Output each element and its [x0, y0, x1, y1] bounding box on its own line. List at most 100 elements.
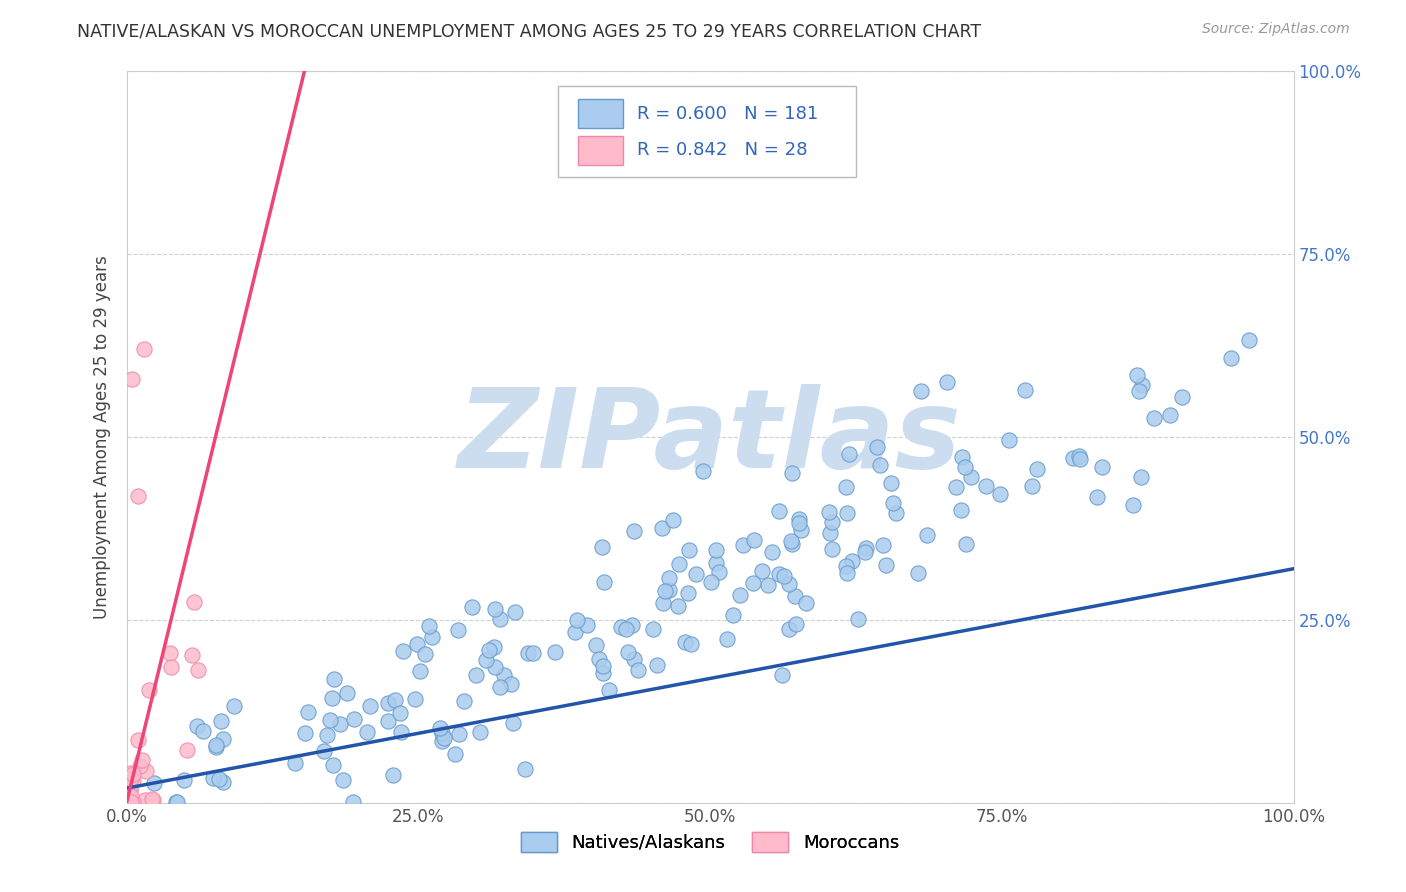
Point	[780, 466, 803, 480]
Point	[794, 596, 817, 610]
FancyBboxPatch shape	[578, 136, 623, 165]
Point	[935, 375, 957, 389]
Point	[960, 470, 983, 484]
Point	[1062, 451, 1084, 466]
Point	[853, 545, 876, 559]
Point	[211, 775, 233, 789]
Point	[489, 680, 512, 694]
Point	[484, 660, 506, 674]
Point	[120, 783, 142, 797]
Point	[484, 602, 506, 616]
Point	[955, 536, 977, 550]
Point	[1126, 368, 1149, 383]
Point	[1143, 411, 1166, 425]
Point	[592, 659, 614, 673]
Point	[564, 624, 586, 639]
Y-axis label: Unemployment Among Ages 25 to 29 years: Unemployment Among Ages 25 to 29 years	[93, 255, 111, 619]
Point	[132, 343, 155, 357]
Point	[135, 764, 157, 779]
Point	[205, 740, 228, 755]
Point	[166, 795, 188, 809]
Point	[1014, 384, 1036, 398]
Point	[142, 792, 165, 806]
Point	[418, 618, 440, 632]
Point	[319, 713, 342, 727]
Point	[817, 504, 839, 518]
Point	[699, 575, 721, 590]
Point	[598, 683, 620, 698]
Point	[482, 640, 505, 654]
Point	[652, 596, 675, 610]
Point	[679, 637, 702, 651]
Point	[117, 795, 139, 809]
Point	[181, 648, 204, 663]
Point	[610, 620, 633, 634]
Point	[321, 690, 343, 705]
Point	[359, 699, 381, 714]
Point	[654, 584, 676, 599]
Point	[988, 486, 1011, 500]
Point	[205, 738, 228, 752]
Point	[120, 795, 142, 809]
Point	[751, 564, 773, 578]
Point	[464, 667, 486, 681]
Point	[593, 575, 616, 590]
Point	[709, 566, 731, 580]
Point	[329, 716, 352, 731]
Text: NATIVE/ALASKAN VS MOROCCAN UNEMPLOYMENT AMONG AGES 25 TO 29 YEARS CORRELATION CH: NATIVE/ALASKAN VS MOROCCAN UNEMPLOYMENT …	[77, 22, 981, 40]
Point	[742, 533, 765, 548]
Point	[651, 521, 673, 535]
Point	[733, 538, 755, 552]
Point	[212, 732, 235, 747]
Point	[447, 623, 470, 637]
Point	[475, 652, 498, 666]
Point	[770, 667, 793, 681]
Point	[1171, 390, 1194, 404]
Point	[721, 608, 744, 623]
Point	[704, 557, 727, 571]
Point	[835, 480, 858, 494]
Point	[910, 384, 932, 398]
Point	[343, 712, 366, 726]
Point	[377, 714, 399, 728]
Legend: Natives/Alaskans, Moroccans: Natives/Alaskans, Moroccans	[513, 824, 907, 860]
Point	[191, 724, 214, 739]
Point	[122, 773, 145, 788]
Point	[543, 645, 565, 659]
Point	[120, 789, 142, 803]
Point	[429, 721, 451, 735]
Point	[413, 647, 436, 661]
Point	[406, 637, 429, 651]
Text: R = 0.842   N = 28: R = 0.842 N = 28	[637, 141, 807, 160]
Point	[433, 731, 456, 746]
Point	[384, 693, 406, 707]
Point	[768, 566, 790, 581]
Point	[779, 534, 801, 549]
Point	[907, 566, 929, 581]
Point	[790, 523, 813, 537]
Point	[314, 744, 336, 758]
Point	[678, 543, 700, 558]
Point	[173, 772, 195, 787]
Point	[176, 743, 198, 757]
Point	[187, 663, 209, 677]
Point	[165, 795, 187, 809]
Point	[120, 765, 142, 780]
Point	[207, 772, 229, 786]
Point	[620, 617, 643, 632]
Point	[127, 489, 149, 503]
Point	[336, 686, 359, 700]
Point	[186, 719, 208, 733]
Point	[915, 528, 938, 542]
Point	[617, 645, 640, 659]
Point	[1159, 408, 1181, 422]
Point	[120, 772, 142, 787]
Point	[974, 479, 997, 493]
Point	[1085, 490, 1108, 504]
Point	[658, 583, 681, 598]
Point	[138, 682, 160, 697]
Point	[838, 447, 860, 461]
Point	[422, 630, 444, 644]
Point	[141, 791, 163, 805]
Point	[121, 371, 143, 385]
